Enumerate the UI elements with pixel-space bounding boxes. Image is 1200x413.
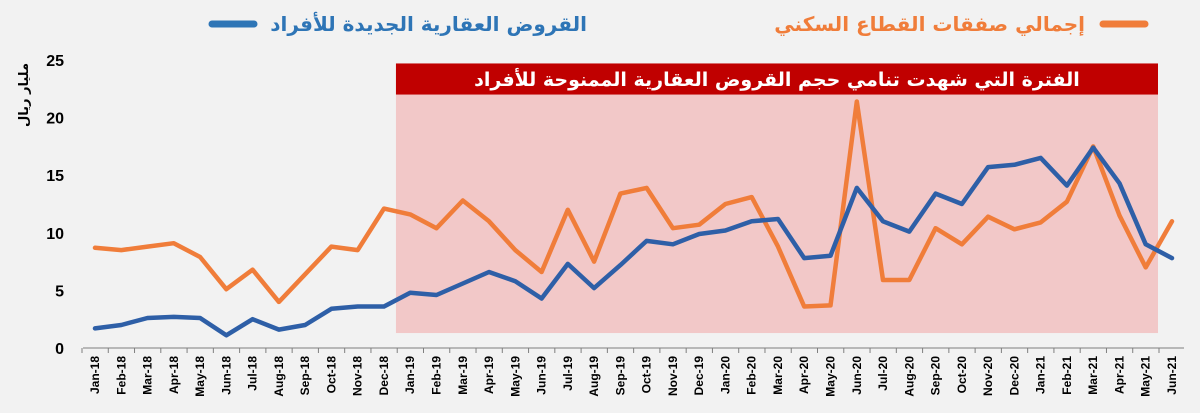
x-tick-label: Feb-18 [114,356,128,395]
x-tick-label: Oct-18 [324,356,338,394]
y-tick-label: 15 [46,168,64,185]
y-tick-label: 5 [55,283,64,300]
x-tick-label: Aug-20 [902,356,916,397]
series-line-residential-deals [92,99,1175,309]
series-line-new-mortgages [92,145,1175,338]
x-tick-label: Aug-19 [587,356,601,397]
x-tick-label: Dec-18 [377,356,391,396]
x-tick-label: May-20 [824,356,838,397]
x-tick-label: Nov-18 [351,356,365,396]
x-tick-label: Jul-19 [561,356,575,391]
highlight-period-banner [395,63,1158,95]
x-tick-label: Jan-21 [1034,356,1048,394]
highlight-period-label: الفترة التي شهدت تنامي حجم القروض العقار… [474,68,1080,91]
x-tick-label: Oct-19 [640,356,654,394]
y-tick-label: 10 [46,226,64,243]
x-tick-label: Mar-19 [456,356,470,395]
x-tick-label: Mar-18 [141,356,155,395]
x-tick-label: Mar-21 [1086,356,1100,395]
x-tick-label: May-21 [1139,356,1153,397]
x-tick-label: Dec-20 [1007,356,1021,396]
x-tick-label: Nov-20 [981,356,995,396]
y-tick-label: 20 [46,111,64,128]
x-tick-label: May-19 [508,356,522,397]
x-tick-label: Jun-20 [850,356,864,395]
legend-label-new-mortgages: القروض العقارية الجديدة للأفراد [270,11,587,36]
x-tick-label: Mar-20 [771,356,785,395]
x-tick-label: Jun-18 [219,356,233,395]
legend-label-residential-deals: إجمالي صفقات القطاع السكني [774,12,1085,37]
x-tick-label: Jan-19 [403,356,417,394]
x-tick-label: Aug-18 [272,356,286,397]
x-tick-label: Oct-20 [955,356,969,394]
x-tick-label: Apr-20 [797,356,811,394]
x-tick-label: Nov-19 [666,356,680,396]
x-tick-label: Jun-19 [535,356,549,395]
x-tick-label: Jan-20 [718,356,732,394]
x-tick-label: Jul-20 [876,356,890,391]
x-tick-label: Feb-20 [745,356,759,395]
y-tick-label: 0 [55,341,64,358]
x-tick-label: Jan-18 [88,356,102,394]
x-tick-label: Jul-18 [246,356,260,391]
x-tick-label: Sep-18 [298,356,312,396]
highlight-period-region [395,94,1158,334]
y-tick-label: 25 [46,53,64,70]
x-tick-label: Jun-21 [1165,356,1179,395]
y-axis-title: مليار ريال [17,63,32,127]
x-tick-label: Dec-19 [692,356,706,396]
x-tick-label: Sep-19 [613,356,627,396]
x-tick-label: Apr-18 [167,356,181,394]
x-tick-label: Apr-19 [482,356,496,394]
legend: إجمالي صفقات القطاع السكني القروض العقار… [208,11,1149,37]
x-tick-label: Feb-21 [1060,356,1074,395]
x-tick-label: Feb-19 [429,356,443,395]
x-tick-label: May-18 [193,356,207,397]
x-tick-label: Sep-20 [929,356,943,396]
x-tick-label: Apr-21 [1112,356,1126,394]
